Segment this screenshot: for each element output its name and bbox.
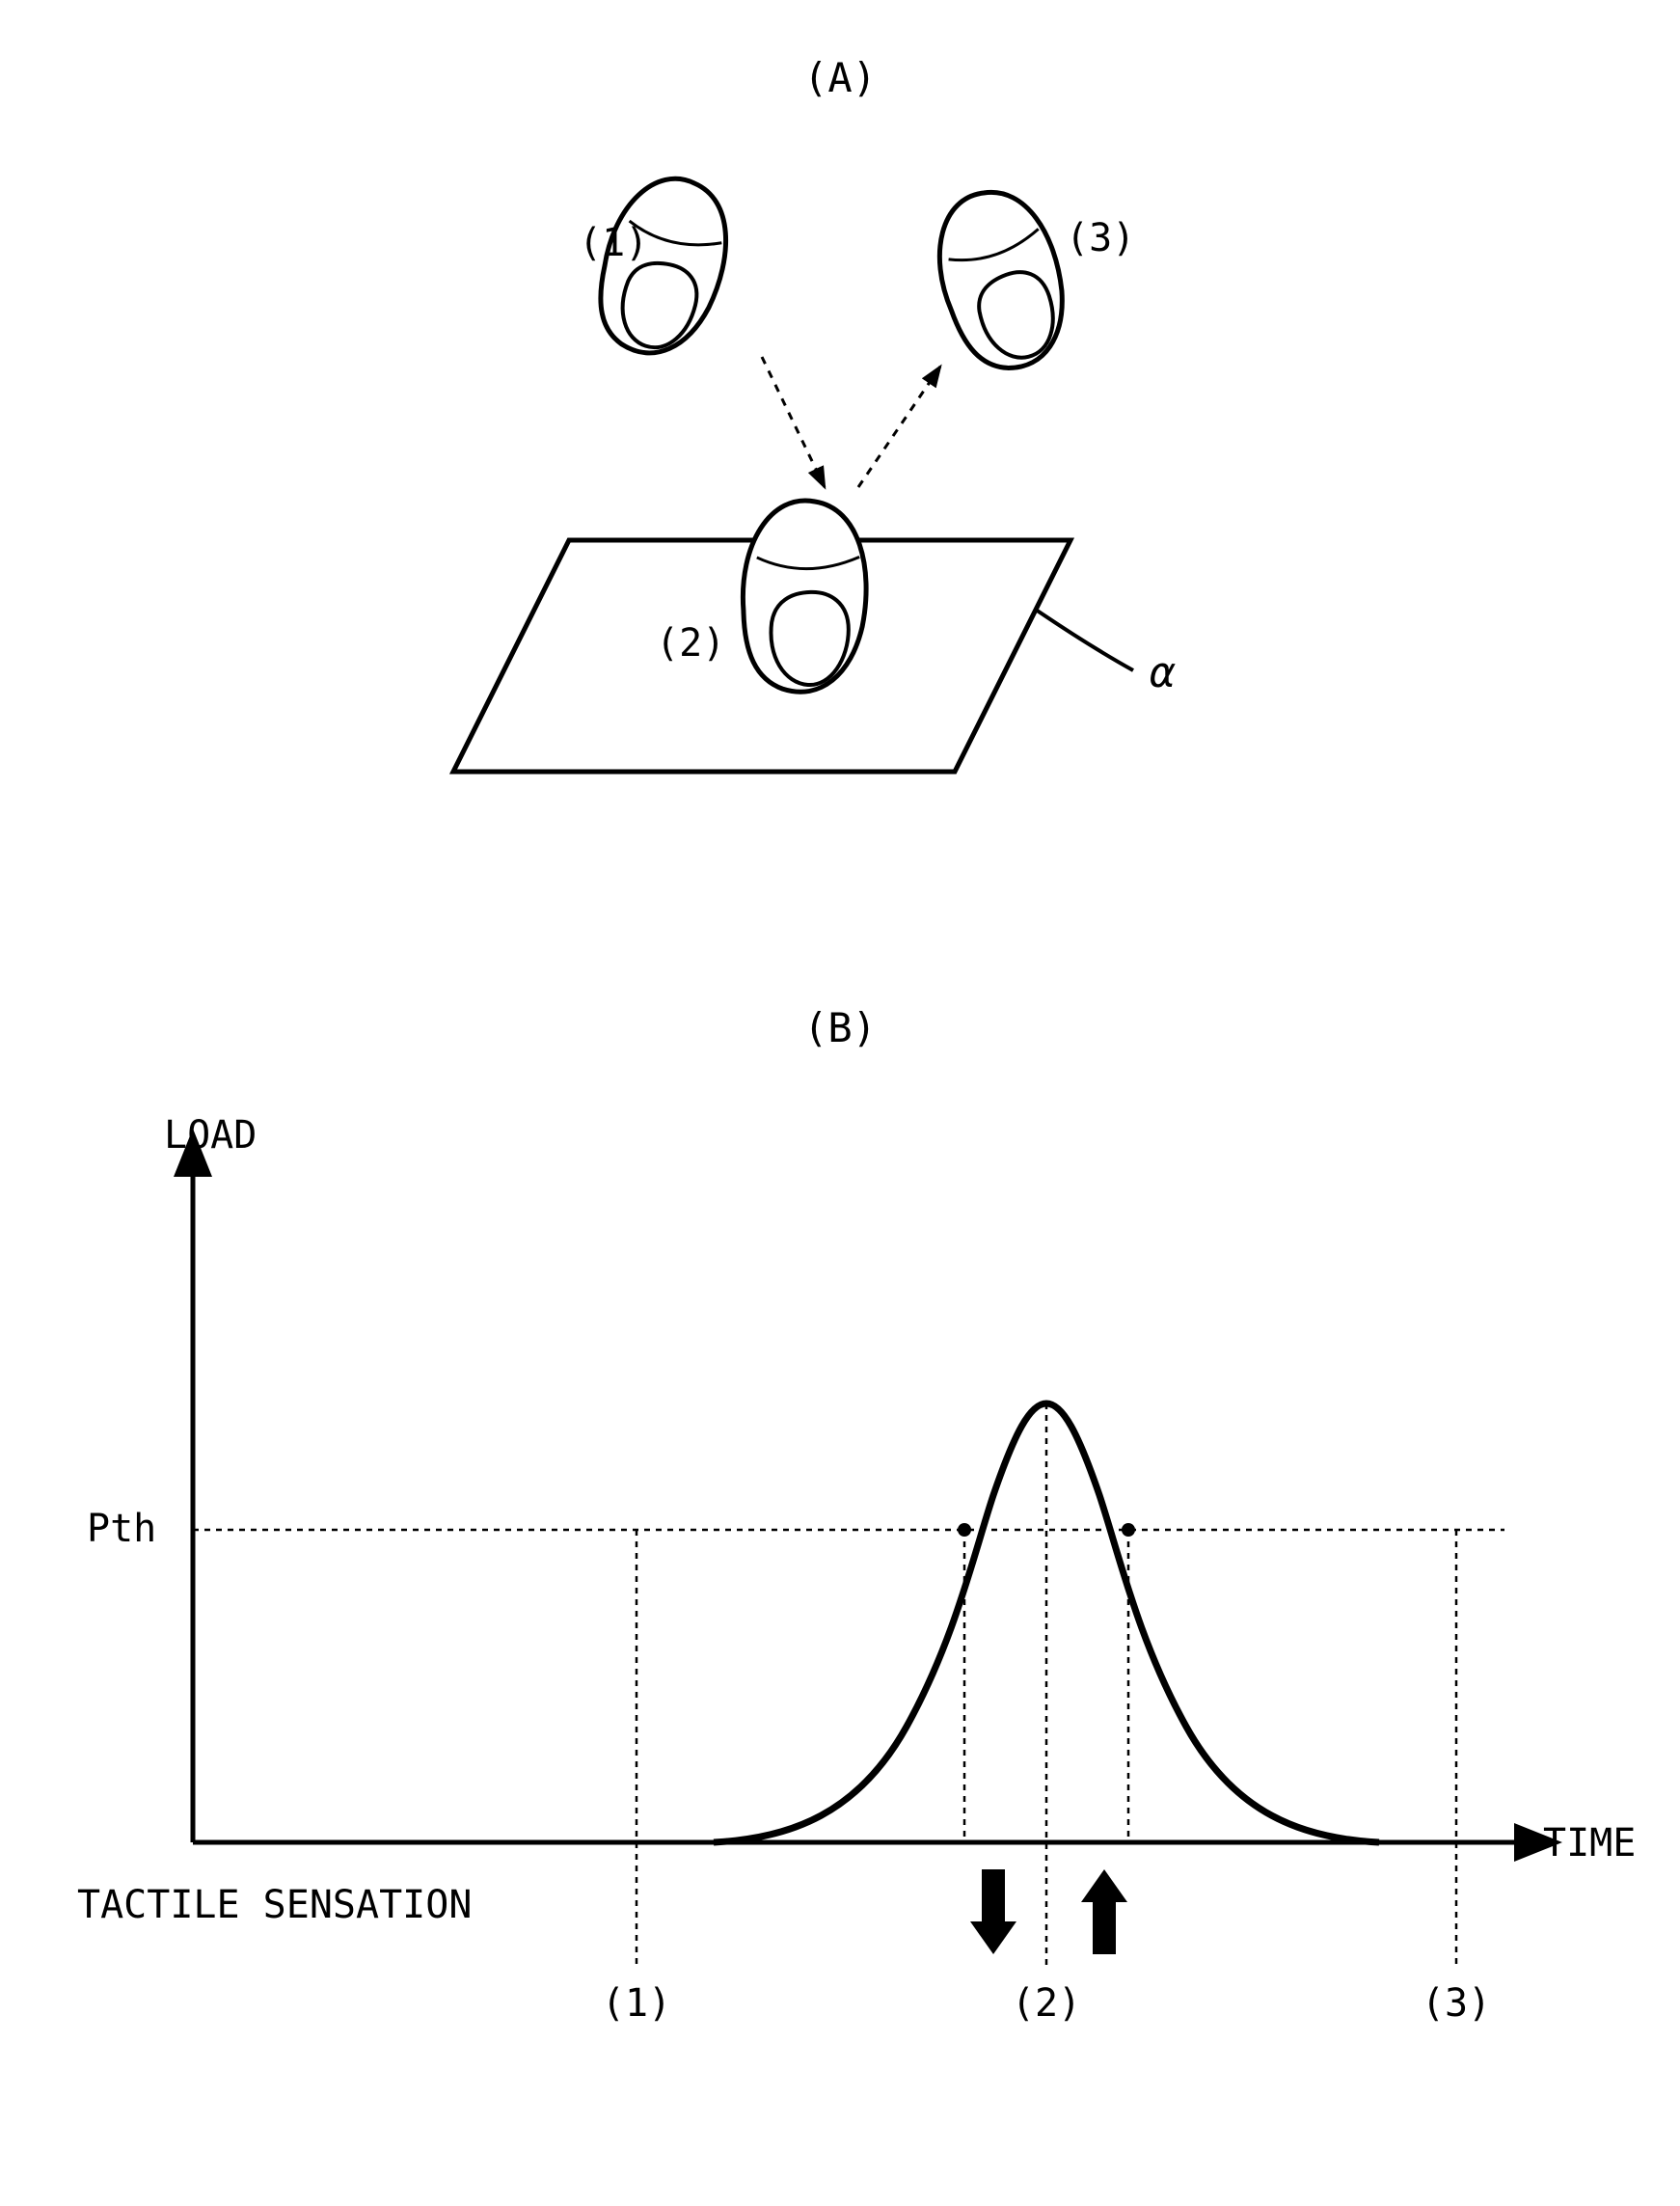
figure-a-label: (A): [803, 54, 877, 101]
finger-3: [924, 179, 1079, 380]
finger-3-label: (3): [1066, 216, 1135, 260]
finger-1-label: (1): [579, 221, 648, 265]
motion-arrow-up: [858, 367, 940, 487]
figure-a: (A) α (1) (3) (2): [0, 0, 1680, 868]
finger-2-label: (2): [656, 621, 725, 666]
tick-3: (3): [1422, 1981, 1491, 2026]
plot-area: LOAD TIME Pth TACTILE SENSATION (1): [77, 1113, 1636, 2026]
tick-2: (2): [1012, 1981, 1081, 2026]
cross-dot-left: [958, 1523, 971, 1537]
motion-arrow-down: [762, 357, 825, 487]
finger-2: [736, 497, 872, 696]
tactile-arrow-down-icon: [970, 1869, 1016, 1954]
tactile-label: TACTILE SENSATION: [77, 1883, 472, 1927]
tactile-arrow-up-icon: [1081, 1869, 1127, 1954]
y-axis-label: LOAD: [164, 1113, 257, 1157]
page: (A) α (1) (3) (2) (B): [0, 0, 1680, 2206]
x-axis-label: TIME: [1543, 1821, 1636, 1866]
figure-b-label: (B): [803, 1004, 877, 1051]
finger-1: [581, 164, 745, 368]
surface-alpha-label: α: [1150, 648, 1176, 697]
tick-1: (1): [602, 1981, 671, 2026]
cross-dot-right: [1122, 1523, 1135, 1537]
figure-b: (B) LOAD TIME Pth TACTILE SENSATION: [0, 984, 1680, 2141]
pth-label: Pth: [87, 1507, 156, 1551]
